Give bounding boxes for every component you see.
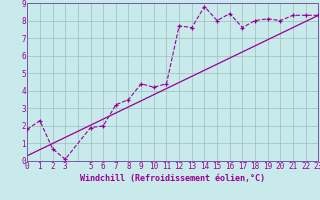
X-axis label: Windchill (Refroidissement éolien,°C): Windchill (Refroidissement éolien,°C) [80, 174, 265, 183]
